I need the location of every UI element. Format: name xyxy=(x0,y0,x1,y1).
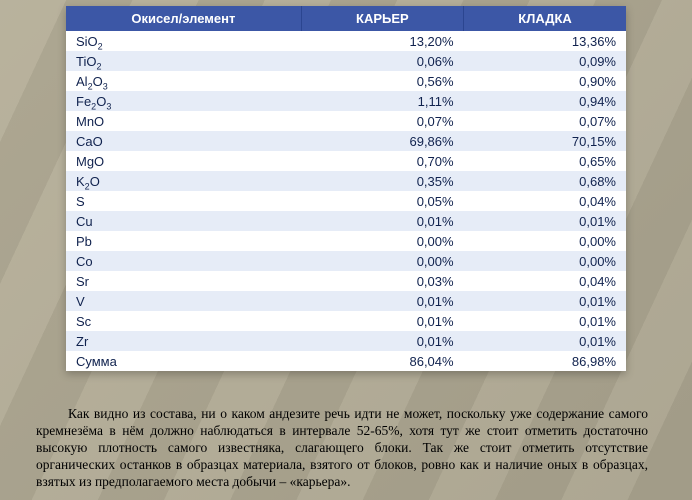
cell-karyer: 0,07% xyxy=(301,111,463,131)
cell-karyer: 0,03% xyxy=(301,271,463,291)
cell-kladka: 0,65% xyxy=(464,151,626,171)
cell-karyer: 69,86% xyxy=(301,131,463,151)
table-row: MgO0,70%0,65% xyxy=(66,151,626,171)
table-row: MnO0,07%0,07% xyxy=(66,111,626,131)
cell-kladka: 0,90% xyxy=(464,71,626,91)
cell-kladka: 0,04% xyxy=(464,191,626,211)
col-header-karyer: КАРЬЕР xyxy=(301,6,463,31)
table-header-row: Окисел/элемент КАРЬЕР КЛАДКА xyxy=(66,6,626,31)
composition-table-container: Окисел/элемент КАРЬЕР КЛАДКА SiO213,20%1… xyxy=(66,6,626,371)
table-row: Pb0,00%0,00% xyxy=(66,231,626,251)
cell-element: Pb xyxy=(66,231,301,251)
table-row: Сумма86,04%86,98% xyxy=(66,351,626,371)
col-header-kladka: КЛАДКА xyxy=(464,6,626,31)
cell-element: MnO xyxy=(66,111,301,131)
cell-kladka: 0,01% xyxy=(464,331,626,351)
cell-karyer: 0,01% xyxy=(301,211,463,231)
cell-kladka: 0,94% xyxy=(464,91,626,111)
cell-kladka: 86,98% xyxy=(464,351,626,371)
cell-element: Co xyxy=(66,251,301,271)
cell-kladka: 0,00% xyxy=(464,231,626,251)
cell-element: Sr xyxy=(66,271,301,291)
cell-karyer: 0,01% xyxy=(301,331,463,351)
cell-kladka: 13,36% xyxy=(464,31,626,51)
cell-element: CaO xyxy=(66,131,301,151)
cell-element: Al2O3 xyxy=(66,71,301,91)
cell-karyer: 0,01% xyxy=(301,311,463,331)
table-row: K2O0,35%0,68% xyxy=(66,171,626,191)
table-row: Sc0,01%0,01% xyxy=(66,311,626,331)
cell-element: MgO xyxy=(66,151,301,171)
table-row: Cu0,01%0,01% xyxy=(66,211,626,231)
cell-kladka: 0,01% xyxy=(464,311,626,331)
cell-kladka: 0,09% xyxy=(464,51,626,71)
cell-kladka: 0,01% xyxy=(464,211,626,231)
cell-element: S xyxy=(66,191,301,211)
table-row: V0,01%0,01% xyxy=(66,291,626,311)
table-row: S0,05%0,04% xyxy=(66,191,626,211)
cell-kladka: 0,68% xyxy=(464,171,626,191)
cell-kladka: 0,04% xyxy=(464,271,626,291)
composition-table: Окисел/элемент КАРЬЕР КЛАДКА SiO213,20%1… xyxy=(66,6,626,371)
cell-karyer: 0,35% xyxy=(301,171,463,191)
cell-element: V xyxy=(66,291,301,311)
cell-kladka: 70,15% xyxy=(464,131,626,151)
cell-element: Zr xyxy=(66,331,301,351)
cell-karyer: 0,56% xyxy=(301,71,463,91)
cell-karyer: 0,06% xyxy=(301,51,463,71)
cell-kladka: 0,07% xyxy=(464,111,626,131)
cell-karyer: 0,01% xyxy=(301,291,463,311)
cell-karyer: 0,70% xyxy=(301,151,463,171)
table-row: Zr0,01%0,01% xyxy=(66,331,626,351)
cell-element: K2O xyxy=(66,171,301,191)
table-body: SiO213,20%13,36%TiO20,06%0,09%Al2O30,56%… xyxy=(66,31,626,371)
cell-element: Cu xyxy=(66,211,301,231)
cell-element: Fe2O3 xyxy=(66,91,301,111)
page: Окисел/элемент КАРЬЕР КЛАДКА SiO213,20%1… xyxy=(0,0,692,500)
col-header-element: Окисел/элемент xyxy=(66,6,301,31)
caption-paragraph: Как видно из состава, ни о каком андезит… xyxy=(36,406,648,490)
table-row: Sr0,03%0,04% xyxy=(66,271,626,291)
table-row: Co0,00%0,00% xyxy=(66,251,626,271)
cell-kladka: 0,01% xyxy=(464,291,626,311)
cell-element: TiO2 xyxy=(66,51,301,71)
table-row: CaO69,86%70,15% xyxy=(66,131,626,151)
table-row: TiO20,06%0,09% xyxy=(66,51,626,71)
cell-karyer: 0,05% xyxy=(301,191,463,211)
cell-karyer: 0,00% xyxy=(301,231,463,251)
table-row: SiO213,20%13,36% xyxy=(66,31,626,51)
cell-karyer: 86,04% xyxy=(301,351,463,371)
cell-karyer: 13,20% xyxy=(301,31,463,51)
cell-kladka: 0,00% xyxy=(464,251,626,271)
cell-element: Сумма xyxy=(66,351,301,371)
cell-karyer: 0,00% xyxy=(301,251,463,271)
table-row: Al2O30,56%0,90% xyxy=(66,71,626,91)
cell-karyer: 1,11% xyxy=(301,91,463,111)
cell-element: SiO2 xyxy=(66,31,301,51)
table-row: Fe2O31,11%0,94% xyxy=(66,91,626,111)
cell-element: Sc xyxy=(66,311,301,331)
